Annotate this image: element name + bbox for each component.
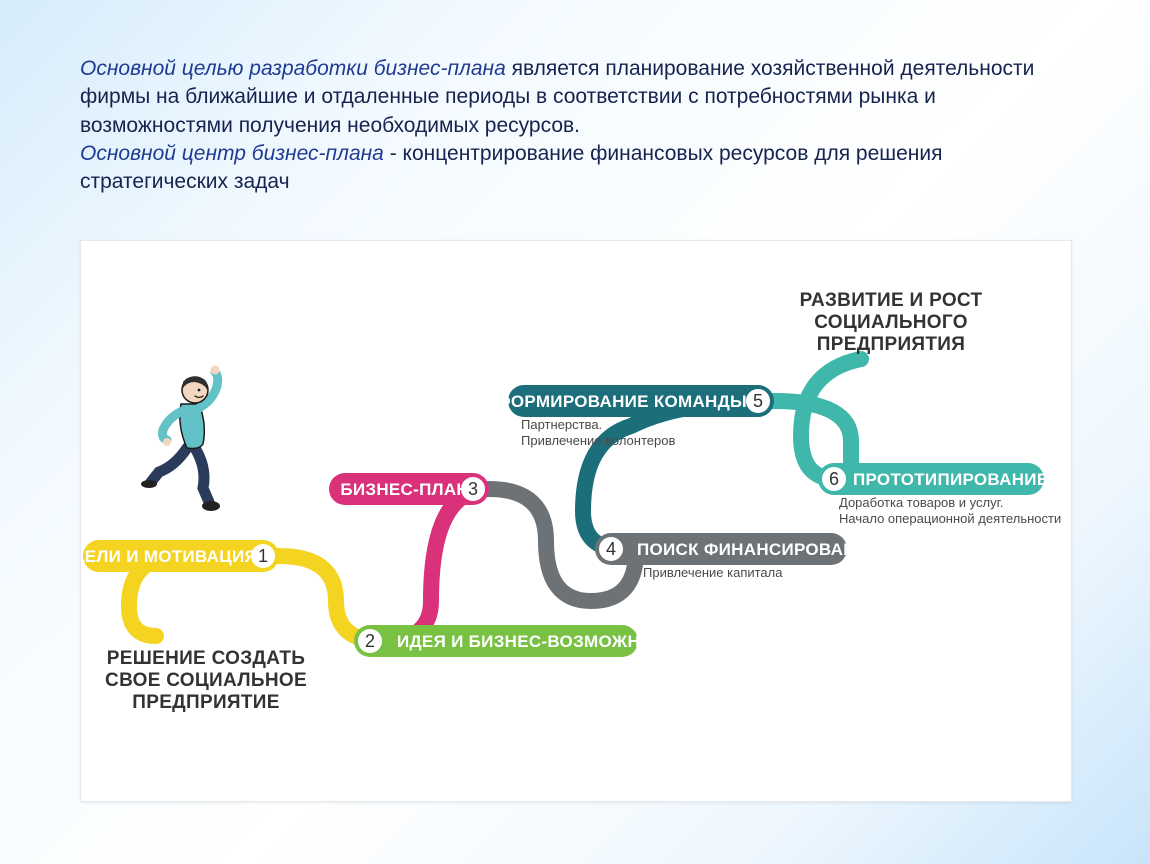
label-step-5: ФОРМИРОВАНИЕ КОМАНДЫ <box>496 392 747 411</box>
label-step-1: ЦЕЛИ И МОТИВАЦИЯ <box>81 547 257 566</box>
start-label-0: РЕШЕНИЕ СОЗДАТЬ <box>107 648 305 669</box>
diagram-svg: 1ЦЕЛИ И МОТИВАЦИЯ 2 ИДЕЯ И БИЗНЕС-ВОЗМОЖНО… <box>81 241 1071 801</box>
end-label-2: ПРЕДПРИЯТИЯ <box>817 334 965 355</box>
sub-step-4-0: Привлечение капитала <box>643 565 783 580</box>
label-step-2: ИДЕЯ И БИЗНЕС-ВОЗМОЖНОСТЬ <box>397 632 689 651</box>
end-label-1: СОЦИАЛЬНОГО <box>814 312 968 333</box>
sub-step-6-0: Доработка товаров и услуг. <box>839 495 1003 510</box>
process-diagram: 1ЦЕЛИ И МОТИВАЦИЯ 2 ИДЕЯ И БИЗНЕС-ВОЗМОЖНО… <box>80 240 1072 802</box>
num-4: 4 <box>606 539 616 559</box>
path-step-5 <box>583 401 774 549</box>
path-step-3 <box>381 489 489 641</box>
num-2: 2 <box>365 631 375 651</box>
label-step-6: ПРОТОТИПИРОВАНИЕ <box>853 470 1048 489</box>
end-label-0: РАЗВИТИЕ И РОСТ <box>800 290 983 311</box>
label-step-4: ПОИСК ФИНАНСИРОВАНИЯ <box>637 540 881 559</box>
num-6: 6 <box>829 469 839 489</box>
intro-text: Основной целью разработки бизнес-плана я… <box>80 55 1070 197</box>
sub-step-5-0: Партнерства. <box>521 417 602 432</box>
label-step-3: БИЗНЕС-ПЛАН <box>340 480 469 499</box>
start-label-1: СВОЕ СОЦИАЛЬНОЕ <box>105 670 307 691</box>
start-label-2: ПРЕДПРИЯТИЕ <box>132 692 279 713</box>
sub-step-5-1: Привлечение волонтеров <box>521 433 675 448</box>
num-3: 3 <box>468 479 478 499</box>
intro-emph-1: Основной целью разработки бизнес-плана <box>80 57 506 80</box>
sub-step-6-1: Начало операционной деятельности <box>839 511 1061 526</box>
num-1: 1 <box>258 546 268 566</box>
person-icon <box>141 366 220 512</box>
intro-emph-2: Основной центр бизнес-плана <box>80 142 384 165</box>
num-5: 5 <box>753 391 763 411</box>
